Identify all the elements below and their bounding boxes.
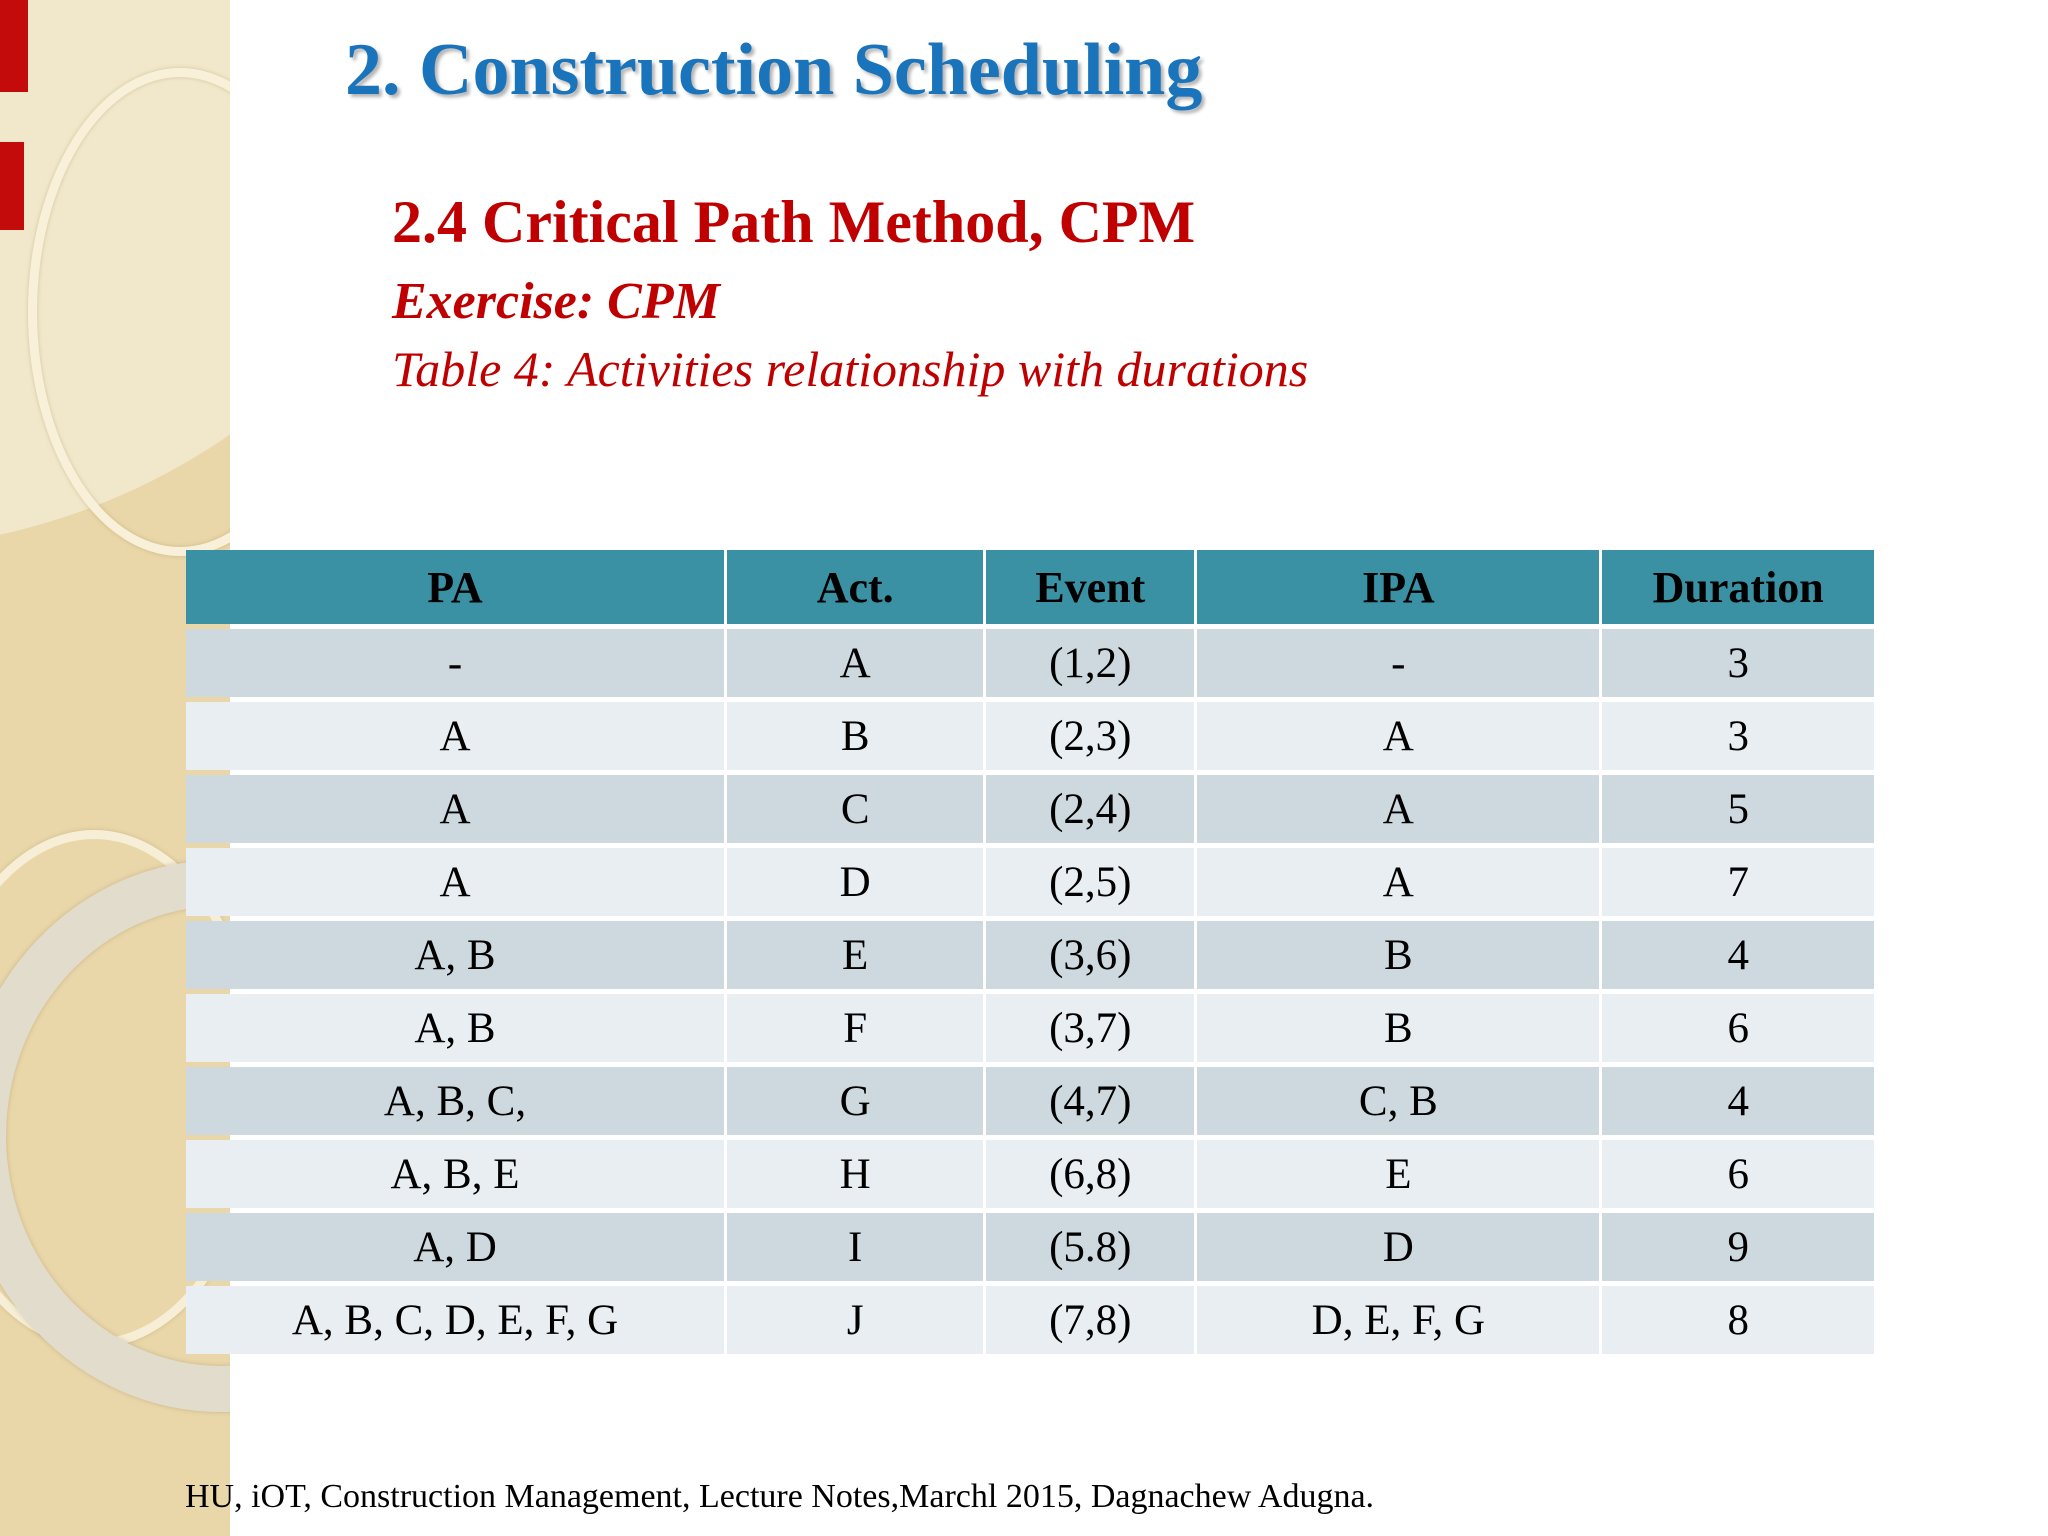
column-header: Event [986,550,1195,624]
table-cell: - [186,629,724,697]
table-cell: A, B, C, [186,1067,724,1135]
exercise-label: Exercise: CPM [392,273,720,330]
table-cell: A [1197,848,1600,916]
table-cell: 3 [1602,702,1874,770]
table-cell: C, B [1197,1067,1600,1135]
activities-table-body: - A (1,2) -3 A B (2,3) A 3 A C (2,4) A 5 A D (2,5) A 7 A, B… [186,629,1874,1354]
table-cell: A, B, C, D, E, F, G [186,1286,724,1354]
table-cell: A [1197,775,1600,843]
table-cell: 7 [1602,848,1874,916]
header-row: PA Act. Event IPA Duration [186,550,1874,624]
table-cell: 3 [1602,629,1874,697]
table-cell: (5.8) [986,1213,1195,1281]
table-cell: (3,6) [986,921,1195,989]
table-row: A, B, E H (6,8) E 6 [186,1140,1874,1208]
table-cell: - [1197,629,1600,697]
table-row: A C (2,4) A 5 [186,775,1874,843]
table-cell: (7,8) [986,1286,1195,1354]
table-cell: (2,5) [986,848,1195,916]
red-artifact-mark-top [0,0,28,92]
table-row: A, B E (3,6) B 4 [186,921,1874,989]
table-cell: (3,7) [986,994,1195,1062]
table-row: A, D I (5.8) D 9 [186,1213,1874,1281]
table-cell: E [726,921,984,989]
table-cell: D [726,848,984,916]
table-cell: 8 [1602,1286,1874,1354]
table-cell: A [186,702,724,770]
source-note: HU, iOT, Construction Management, Lectur… [185,1478,1375,1515]
table-cell: G [726,1067,984,1135]
table-cell: 6 [1602,1140,1874,1208]
table-cell: D [1197,1213,1600,1281]
table-cell: A, B [186,994,724,1062]
activities-table: PA Act. Event IPA Duration - A (1,2) -3 A B (2,3) A… [183,545,1877,1359]
table-cell: B [1197,921,1600,989]
table-cell: A [186,848,724,916]
table-cell: B [726,702,984,770]
table-cell: A, D [186,1213,724,1281]
table-cell: J [726,1286,984,1354]
table-cell: (4,7) [986,1067,1195,1135]
column-header: PA [186,550,724,624]
table-cell: D, E, F, G [1197,1286,1600,1354]
table-cell: (2,3) [986,702,1195,770]
table-cell: (1,2) [986,629,1195,697]
table-cell: C [726,775,984,843]
table-row: A D (2,5) A 7 [186,848,1874,916]
column-header: IPA [1197,550,1600,624]
table-cell: A, B, E [186,1140,724,1208]
table-cell: (6,8) [986,1140,1195,1208]
slide-title: 2. Construction Scheduling [345,29,1203,111]
column-header: Act. [726,550,984,624]
table-cell: 9 [1602,1213,1874,1281]
activities-table-header: PA Act. Event IPA Duration [186,550,1874,624]
table-cell: H [726,1140,984,1208]
table-cell: I [726,1213,984,1281]
table-cell: E [1197,1140,1600,1208]
table-cell: 4 [1602,1067,1874,1135]
table-cell: B [1197,994,1600,1062]
table-cell: A [726,629,984,697]
table-row: - A (1,2) -3 [186,629,1874,697]
table-cell: 4 [1602,921,1874,989]
red-artifact-mark-lower [0,142,24,230]
table-caption: Table 4: Activities relationship with du… [392,341,1309,397]
section-heading: 2.4 Critical Path Method, CPM [392,189,1196,255]
table-row: A, B F (3,7) B 6 [186,994,1874,1062]
table-cell: (2,4) [986,775,1195,843]
table-cell: A [1197,702,1600,770]
table-cell: F [726,994,984,1062]
table-row: A B (2,3) A 3 [186,702,1874,770]
table-cell: A [186,775,724,843]
table-cell: A, B [186,921,724,989]
table-cell: 5 [1602,775,1874,843]
column-header: Duration [1602,550,1874,624]
table-cell: 6 [1602,994,1874,1062]
